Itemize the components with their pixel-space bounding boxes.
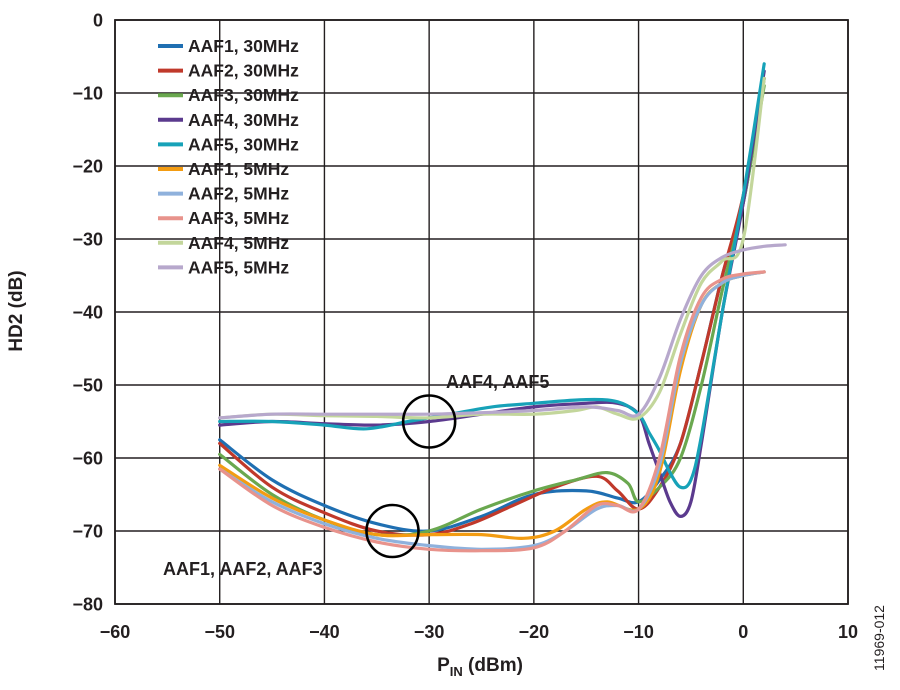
legend-label: AAF5, 5MHz (188, 257, 289, 277)
series-line-8 (218, 270, 766, 553)
series-line-7 (218, 270, 766, 551)
x-axis-title: PIN (dBm) (437, 655, 523, 679)
legend-label: AAF4, 30MHz (188, 110, 299, 130)
y-axis-title: HD2 (dB) (6, 270, 27, 351)
x-tick-label: −10 (623, 622, 654, 642)
series-line-1 (218, 76, 766, 533)
legend-label: AAF5, 30MHz (188, 134, 299, 154)
legend-label: AAF2, 5MHz (188, 184, 289, 204)
legend-label: AAF4, 5MHz (188, 233, 289, 253)
x-tick-label: −30 (414, 622, 445, 642)
annotation-label: AAF1, AAF2, AAF3 (163, 559, 323, 579)
y-tick-label: −10 (72, 84, 103, 104)
legend-label: AAF3, 30MHz (188, 85, 299, 105)
y-tick-label: −80 (72, 595, 103, 615)
plot-frame (114, 19, 849, 605)
x-tick-label: −60 (100, 622, 131, 642)
legend-label: AAF2, 30MHz (188, 61, 299, 81)
figure-id: 11969-012 (871, 605, 887, 671)
x-axis-title-subscript: IN (450, 664, 463, 679)
annotations: AAF4, AAF5 AAF1, AAF2, AAF3 (163, 372, 549, 579)
annotation-label: AAF4, AAF5 (446, 372, 549, 392)
x-tick-label: −50 (204, 622, 235, 642)
y-tick-label: 0 (93, 11, 103, 31)
x-axis-title-main: P (437, 655, 450, 676)
y-tick-label: −20 (72, 157, 103, 177)
legend-label: AAF1, 5MHz (188, 159, 289, 179)
annotation-circle (401, 394, 457, 449)
y-tick-label: −70 (72, 522, 103, 542)
series-line-10 (218, 243, 787, 420)
legend: AAF1, 30MHz AAF2, 30MHz AAF3, 30MHz AAF4, 3… (158, 36, 299, 277)
series-line-2 (218, 76, 766, 537)
y-tick-label: −50 (72, 376, 103, 396)
legend-label: AAF1, 30MHz (188, 36, 299, 56)
x-axis-title-unit: (dBm) (463, 655, 523, 676)
x-tick-label: 0 (738, 622, 748, 642)
x-tick-label: 10 (838, 622, 858, 642)
y-tick-label: −30 (72, 230, 103, 250)
y-tick-label: −40 (72, 303, 103, 323)
legend-label: AAF3, 5MHz (188, 208, 289, 228)
x-tick-label: −20 (519, 622, 550, 642)
y-tick-labels: 0 −10 −20 −30 −40 −50 −60 −70 −80 (72, 11, 103, 615)
x-tick-labels: −60 −50 −40 −30 −20 −10 0 10 (100, 622, 858, 642)
x-tick-label: −40 (309, 622, 340, 642)
annotation-circle (365, 503, 420, 559)
y-tick-label: −60 (72, 449, 103, 469)
series-layer (218, 62, 787, 553)
series-line-5 (218, 62, 766, 490)
